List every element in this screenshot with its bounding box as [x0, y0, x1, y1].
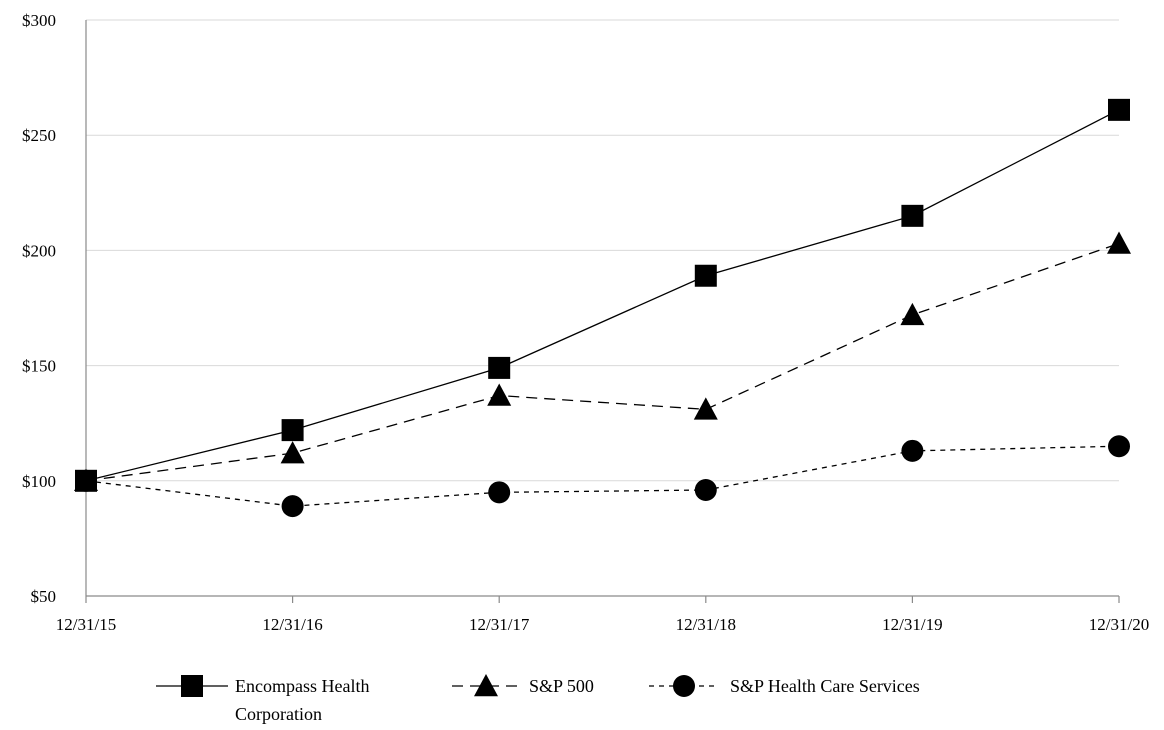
axes: $50 $100 $150 $200 $250 $300 12/31/15 12/31/16 1… [22, 11, 1149, 634]
y-tick-label: $300 [22, 11, 56, 30]
data-point-triangle [693, 397, 718, 420]
series-line-1 [85, 242, 1120, 482]
series-line-0 [85, 109, 1120, 482]
data-point-triangle [280, 441, 305, 464]
data-point-square [901, 204, 924, 227]
data-point-triangle [487, 383, 512, 406]
x-tick-label: 12/31/20 [1089, 615, 1149, 634]
data-point-circle [1108, 435, 1130, 458]
data-point-triangle [900, 302, 925, 326]
gridlines [86, 19, 1119, 482]
data-point-circle [488, 481, 511, 504]
data-point-square [181, 675, 203, 697]
data-point-triangle [1107, 231, 1131, 254]
data-point-circle [75, 469, 97, 492]
x-tick-label: 12/31/19 [882, 615, 942, 634]
data-point-circle [694, 479, 717, 502]
y-tick-label: $150 [22, 357, 56, 376]
x-tick-label: 12/31/16 [262, 615, 322, 634]
legend-label: S&P Health Care Services [730, 676, 920, 696]
y-tick-label: $100 [22, 472, 56, 491]
x-tick-label: 12/31/17 [469, 615, 530, 634]
y-tick-label: $50 [31, 587, 57, 606]
data-point-square [488, 356, 511, 379]
data-point-circle [673, 675, 695, 697]
legend-label: Corporation [235, 704, 322, 724]
legend: Encompass Health Corporation S&P 500 S&P He… [156, 674, 920, 724]
data-point-square [694, 264, 717, 287]
legend-label: S&P 500 [529, 676, 594, 696]
data-point-square [281, 419, 304, 442]
x-tick-label: 12/31/15 [56, 615, 116, 634]
data-point-circle [901, 439, 924, 462]
y-tick-label: $200 [22, 241, 56, 260]
data-point-circle [281, 495, 304, 518]
x-tick-label: 12/31/18 [676, 615, 736, 634]
y-tick-label: $250 [22, 126, 56, 145]
legend-label: Encompass Health [235, 676, 369, 696]
series-group [74, 98, 1131, 518]
data-point-triangle [474, 674, 498, 697]
series-line-2 [85, 445, 1120, 507]
data-point-square [1108, 98, 1130, 121]
